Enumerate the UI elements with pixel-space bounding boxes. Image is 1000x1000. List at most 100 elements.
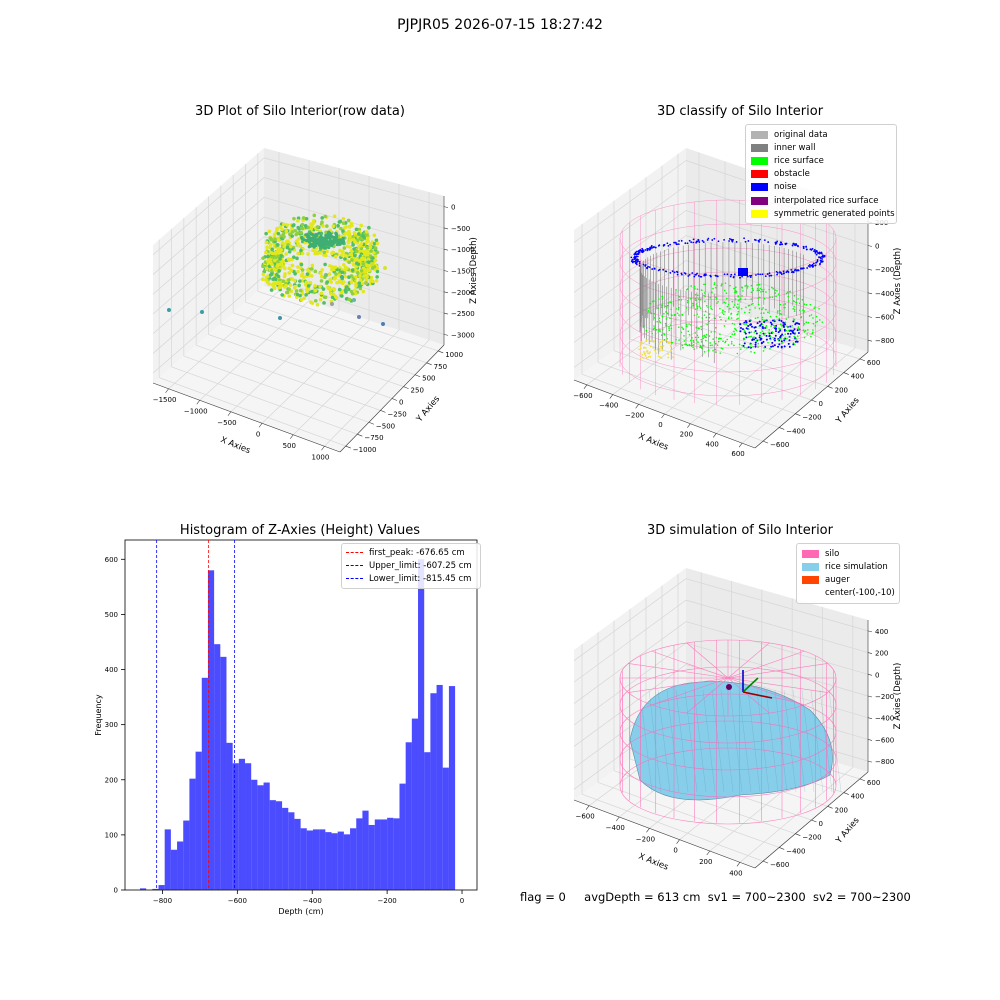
rice-point: [692, 339, 695, 342]
point: [373, 246, 378, 250]
point: [349, 221, 354, 226]
noise-point: [780, 241, 783, 244]
noise-point: [784, 323, 787, 326]
point: [323, 262, 327, 267]
point: [261, 272, 266, 277]
point: [295, 256, 299, 261]
y-tick: [843, 372, 849, 375]
rice-point: [735, 329, 738, 332]
rice-point: [808, 315, 811, 317]
rice-point: [651, 332, 653, 335]
noise-point: [751, 325, 754, 328]
point: [358, 284, 362, 288]
point: [349, 249, 354, 253]
point: [331, 224, 336, 229]
noise-point: [654, 246, 657, 249]
rice-point: [675, 289, 677, 291]
z-tick-label: −200: [875, 693, 894, 701]
rice-point: [700, 289, 703, 291]
grid-y-line: [645, 326, 828, 387]
noise-point: [635, 255, 638, 258]
point: [296, 265, 300, 269]
rice-point: [648, 307, 650, 309]
rice-point: [768, 329, 770, 331]
rice-point: [707, 349, 710, 352]
x-tick: [616, 816, 620, 822]
rice-point: [747, 336, 750, 338]
point: [353, 288, 357, 292]
rice-point: [700, 328, 703, 331]
noise-point: [730, 273, 733, 276]
noise-point: [802, 245, 805, 248]
symmetric-point: [648, 352, 651, 355]
rice-point: [741, 286, 743, 289]
point: [347, 225, 352, 229]
x-tick-label: −600: [228, 897, 247, 905]
grid-z-line: [573, 210, 687, 293]
noise-point: [633, 256, 636, 259]
noise-point: [779, 271, 781, 274]
y-tick-label: 100: [105, 831, 118, 839]
rice-point: [675, 338, 677, 341]
noise-point: [772, 319, 775, 322]
grid-z-line: [152, 216, 265, 315]
rice-point: [709, 344, 712, 347]
rice-point: [738, 298, 741, 301]
silo-roof-line: [628, 663, 729, 679]
rice-point: [703, 314, 706, 316]
point: [304, 280, 309, 285]
rice-point: [680, 331, 683, 334]
point: [333, 265, 338, 270]
rice-point: [712, 287, 714, 290]
rice-point: [814, 306, 816, 308]
point: [284, 252, 289, 256]
rice-point: [793, 310, 796, 312]
noise-point: [821, 254, 824, 257]
rice-point: [784, 306, 786, 309]
point: [364, 249, 368, 253]
rice-point: [731, 333, 733, 336]
symmetric-point: [640, 340, 642, 343]
rice-point: [734, 290, 737, 292]
rice-point: [695, 303, 698, 305]
point: [354, 227, 359, 232]
point: [282, 235, 286, 239]
grid-z-line: [263, 196, 445, 250]
rice-point: [699, 307, 702, 309]
rice-point: [678, 314, 680, 316]
rice-point: [756, 287, 759, 290]
rice-point: [764, 332, 766, 335]
rice-point: [714, 326, 717, 329]
point: [329, 267, 334, 272]
rice-point: [692, 302, 694, 305]
noise-point: [819, 257, 822, 260]
rice-point: [730, 342, 733, 345]
y-tick-label: −600: [770, 441, 789, 449]
histogram-bar: [374, 819, 381, 890]
histogram-bar: [331, 833, 338, 890]
noise-point: [812, 264, 814, 267]
x-tick-label: 1000: [312, 453, 330, 461]
x-tick-label: −600: [575, 813, 594, 821]
rice-point: [801, 298, 804, 301]
point: [306, 286, 311, 291]
panel2-title: 3D classify of Silo Interior: [656, 104, 824, 119]
rice-point: [746, 287, 749, 289]
legend-silo: silo: [802, 547, 894, 560]
rice-point: [696, 307, 699, 310]
point: [334, 272, 338, 276]
mesh-line: [666, 689, 680, 793]
y-tick: [368, 421, 375, 425]
rice-point: [797, 327, 799, 330]
noise-point: [762, 340, 765, 343]
point: [341, 216, 346, 221]
x-tick-label: −500: [217, 419, 236, 427]
rice-point: [710, 331, 713, 333]
silo-roof-line: [628, 677, 729, 693]
point: [356, 262, 361, 266]
point: [305, 272, 310, 276]
point: [353, 291, 358, 296]
noise-point: [777, 345, 780, 348]
histogram-bar: [430, 693, 437, 890]
noise-point: [688, 239, 691, 242]
